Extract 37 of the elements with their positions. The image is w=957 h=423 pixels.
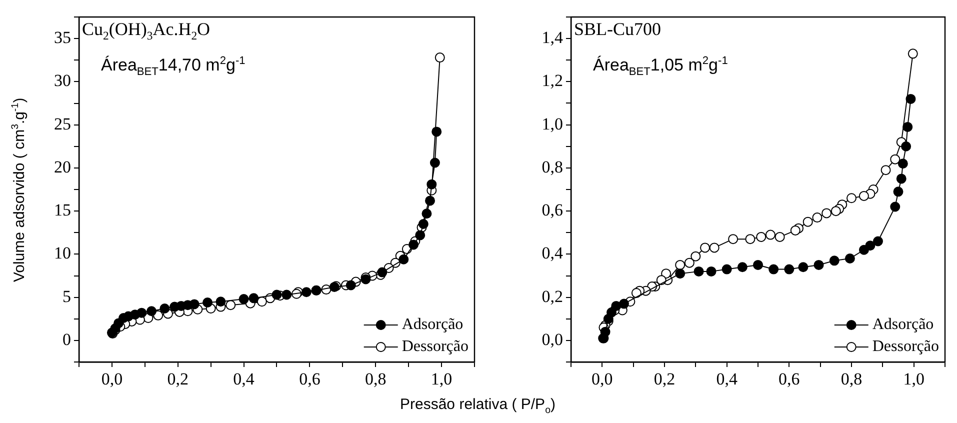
x-tick-label: 0,2 — [167, 370, 188, 389]
y-tick-label: 35 — [54, 28, 71, 48]
y-tick-label: 25 — [54, 114, 71, 134]
y-tick-label: 1,0 — [542, 114, 563, 134]
annotation: Área$_{BET}$1,05 m$^{2}$g$^{-1}$ — [593, 55, 728, 78]
x-tick-label: 1,0 — [903, 370, 924, 389]
x-tick-label: 1,0 — [430, 370, 452, 389]
y-tick-label: 5 — [62, 286, 71, 306]
y-tick-label: 0,8 — [542, 157, 563, 176]
chart-title: Cu$_{2}$(OH)$_{3}$Ac.H$_{2}$O — [82, 19, 210, 43]
x-tick-label: 0,0 — [101, 370, 123, 389]
x-tick-label: 0,6 — [778, 370, 800, 389]
y-tick-label: 1,4 — [542, 28, 564, 48]
legend-label: Adsorção — [402, 316, 464, 334]
y-tick-label: 0,0 — [542, 330, 563, 349]
y-tick-label: 15 — [54, 200, 71, 220]
legend-label: Dessorção — [872, 338, 939, 356]
x-axis-title: Pressão relativa ( P/P$_{o}$) — [400, 396, 556, 416]
x-tick-label: 0,4 — [716, 370, 738, 389]
chart-title: SBL-Cu700 — [574, 19, 662, 40]
legend-label: Adsorção — [872, 316, 934, 334]
y-tick-label: 1,2 — [542, 71, 563, 90]
x-tick-label: 0,6 — [299, 370, 320, 389]
legend-label: Dessorção — [402, 338, 468, 356]
x-tick-label: 0,8 — [840, 370, 862, 389]
x-tick-label: 0,8 — [365, 370, 386, 389]
y-tick-label: 20 — [54, 157, 71, 176]
annotation: Área$_{BET}$14,70 m$^{2}$g$^{-1}$ — [101, 55, 246, 78]
y-tick-label: 30 — [54, 71, 71, 90]
y-tick-label: 0 — [62, 330, 71, 349]
x-tick-label: 0,2 — [654, 370, 676, 389]
y-tick-label: 0,2 — [542, 286, 563, 306]
x-tick-label: 0,4 — [233, 370, 255, 389]
y-tick-label: 0,6 — [542, 200, 563, 220]
y-tick-label: 0,4 — [542, 244, 564, 263]
x-tick-label: 0,0 — [592, 370, 613, 389]
y-tick-label: 10 — [54, 244, 71, 263]
